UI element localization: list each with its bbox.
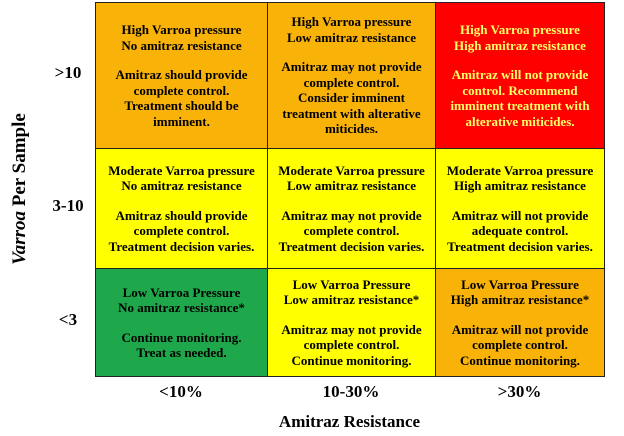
row-label: 3-10 [52, 196, 84, 215]
x-axis-title: Amitraz Resistance [278, 412, 421, 431]
cell-body-line: Treatment decision varies. [108, 238, 255, 254]
cell-header-line: Low Varroa Pressure [292, 276, 411, 292]
cell-body-line: Amitraz will not provide [451, 321, 589, 337]
matrix-cell: Low Varroa Pressure High amitraz resistan… [435, 268, 605, 377]
cell-header-line: No amitraz resistance [121, 178, 242, 194]
matrix-cell: Low Varroa Pressure No amitraz resistance… [95, 268, 268, 377]
cell-body: Amitraz will not provide complete control… [452, 322, 589, 369]
cell-header-line: High Varroa pressure [460, 22, 580, 37]
cell-body-line: complete control. [133, 223, 230, 239]
cell-body: Amitraz may not provide complete control.… [281, 322, 421, 369]
cell-header: High Varroa pressure High amitraz resista… [454, 22, 586, 53]
cell-body-line: complete control. [303, 223, 400, 239]
cell-body: Amitraz may not provide complete control.… [281, 59, 421, 137]
column-label: >30% [497, 382, 542, 401]
matrix-cell: Low Varroa Pressure Low amitraz resistanc… [267, 268, 436, 377]
column-label: <10% [159, 382, 203, 401]
cell-header-line: High amitraz resistance [454, 178, 586, 194]
cell-header-line: No amitraz resistance* [118, 300, 245, 315]
y-axis-title: Varroa Per Sample [9, 89, 31, 289]
cell-body-line: Amitraz may not provide [281, 207, 422, 223]
cell-body: Amitraz may not provide complete control.… [279, 208, 425, 255]
cell-header-line: Moderate Varroa pressure [278, 162, 425, 178]
cell-body-line: complete control. [472, 337, 568, 353]
cell-body-line: Amitraz may not provide [281, 321, 422, 337]
cell-body-line: Amitraz will not provide [451, 207, 589, 223]
cell-header-line: Low Varroa Pressure [122, 284, 241, 300]
cell-body-line: Treat as needed. [136, 345, 227, 360]
column-label: 10-30% [322, 382, 380, 401]
matrix-cell: High Varroa pressure Low amitraz resistan… [267, 2, 436, 149]
cell-body-line: adequate control. [471, 223, 569, 239]
cell-header: Moderate Varroa pressure High amitraz res… [447, 163, 594, 194]
cell-body-line: Amitraz should provide [115, 67, 248, 82]
cell-body-line: imminent. [153, 113, 210, 129]
cell-body-line: complete control. [303, 337, 400, 353]
cell-body-line: Amitraz should provide [115, 207, 248, 223]
cell-body-line: treatment with alterative [282, 105, 421, 121]
cell-header-line: High amitraz resistance [454, 37, 586, 53]
cell-header: High Varroa pressure Low amitraz resistan… [287, 14, 416, 45]
cell-body-line: Consider imminent [297, 90, 405, 106]
cell-header: Low Varroa Pressure High amitraz resistan… [451, 277, 589, 308]
cell-header-line: High Varroa pressure [121, 22, 242, 37]
cell-body-line: complete control. [133, 82, 230, 98]
cell-body-line: Amitraz may not provide [281, 59, 422, 75]
y-axis-title-italic: Varroa [9, 210, 30, 265]
cell-header-line: Moderate Varroa pressure [108, 162, 255, 178]
cell-body-line: Amitraz will not provide [451, 67, 589, 82]
row-label: >10 [54, 63, 82, 82]
row-label: <3 [58, 310, 78, 329]
cell-header-line: Moderate Varroa pressure [446, 162, 594, 178]
cell-body-line: Treatment should be [124, 98, 239, 113]
cell-body-line: imminent treatment with [450, 98, 590, 113]
matrix-cell: Moderate Varroa pressure High amitraz res… [435, 148, 605, 269]
cell-header-line: Low amitraz resistance [286, 178, 416, 194]
cell-body: Amitraz will not provide control. Recomme… [450, 67, 589, 129]
cell-header-line: No amitraz resistance [121, 37, 242, 53]
cell-body-line: Treatment decision varies. [447, 238, 593, 254]
cell-header: Moderate Varroa pressure Low amitraz resi… [278, 163, 425, 194]
cell-body-line: miticides. [324, 121, 379, 137]
cell-header: Low Varroa Pressure No amitraz resistance… [118, 285, 245, 316]
cell-body-line: complete control. [303, 74, 400, 90]
cell-body: Amitraz should provide complete control. T… [116, 67, 248, 129]
cell-body: Continue monitoring. Treat as needed. [122, 330, 242, 361]
cell-body: Amitraz will not provide adequate control… [447, 208, 593, 255]
matrix-cell: Moderate Varroa pressure Low amitraz resi… [267, 148, 436, 269]
matrix-cell: Moderate Varroa pressure No amitraz resis… [95, 148, 268, 269]
y-axis-title-rest: Per Sample [9, 113, 30, 207]
cell-header-line: High amitraz resistance* [450, 292, 590, 308]
cell-header-line: Low amitraz resistance [286, 29, 416, 45]
cell-body-line: Continue monitoring. [460, 352, 580, 368]
cell-header-line: High Varroa pressure [291, 14, 412, 30]
cell-header-line: Low Varroa Pressure [461, 276, 579, 292]
matrix-cell: High Varroa pressure No amitraz resistanc… [95, 2, 268, 149]
cell-body: Amitraz should provide complete control. T… [109, 208, 255, 255]
matrix-cell: High Varroa pressure High amitraz resista… [435, 2, 605, 149]
cell-header-line: Low amitraz resistance* [283, 292, 420, 308]
cell-body-line: Continue monitoring. [291, 352, 412, 368]
cell-body-line: Treatment decision varies. [278, 238, 425, 254]
cell-body-line: control. Recommend [462, 82, 578, 98]
cell-header: High Varroa pressure No amitraz resistanc… [121, 22, 241, 53]
cell-header: Moderate Varroa pressure No amitraz resis… [108, 163, 255, 194]
cell-body-line: alterative miticides. [465, 113, 575, 129]
cell-header: Low Varroa Pressure Low amitraz resistanc… [284, 277, 420, 308]
cell-body-line: Continue monitoring. [121, 329, 242, 345]
